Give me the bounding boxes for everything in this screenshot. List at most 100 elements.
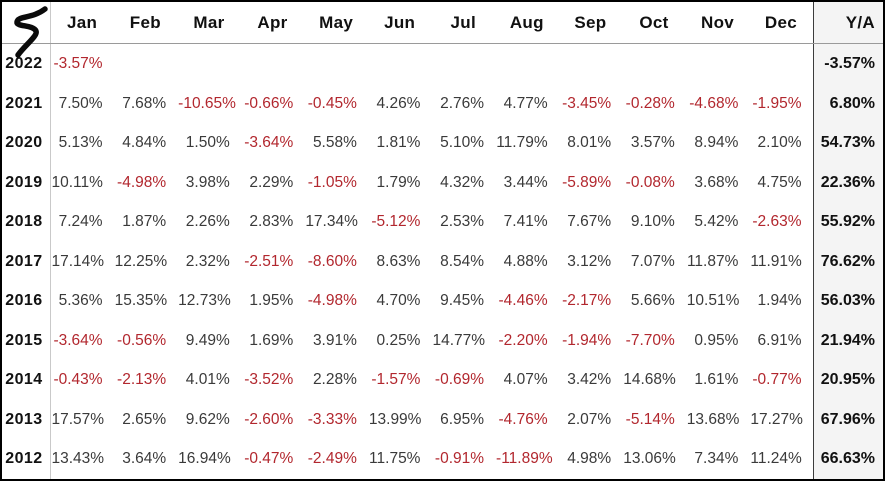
monthly-return-cell: 3.42% [567, 371, 612, 389]
monthly-return-cell: 8.94% [694, 134, 739, 152]
monthly-return-cell: 3.64% [122, 450, 167, 468]
monthly-return-cell [241, 44, 305, 84]
monthly-return-cell [431, 44, 495, 84]
monthly-return-cell: 13.06% [623, 450, 676, 468]
monthly-return-cell: -2.51% [244, 252, 294, 270]
yearly-return-cell: -3.57% [812, 43, 883, 84]
column-header-dec: Dec [749, 2, 813, 44]
column-header-apr: Apr [240, 2, 305, 44]
monthly-return-cell: -2.13% [117, 371, 167, 389]
monthly-return-cell: 17.27% [750, 410, 803, 428]
r-swoosh-logo-icon [14, 6, 48, 58]
table-row: 2015 -3.64% -0.56% 9.49% 1.69% 3.91% 0.25% 14.7… [2, 320, 883, 361]
row-header-year: 2012 [2, 439, 51, 479]
monthly-return-cell: -5.14% [625, 410, 675, 428]
monthly-return-cell: 1.69% [249, 331, 294, 349]
monthly-return-cell: 2.83% [249, 213, 294, 231]
yearly-return-cell: 76.62% [812, 241, 883, 282]
monthly-return-cell: 12.73% [178, 292, 231, 310]
yearly-return-cell: 66.63% [812, 439, 883, 479]
monthly-return-cell: 8.01% [567, 134, 612, 152]
table-row: 2013 17.57% 2.65% 9.62% -2.60% -3.33% 13.99% 6.… [2, 399, 883, 440]
monthly-return-cell: -3.45% [562, 94, 612, 112]
monthly-return-cell: 9.62% [185, 410, 230, 428]
monthly-return-cell: 9.45% [440, 292, 485, 310]
monthly-return-cell: 13.99% [368, 410, 422, 428]
column-header-mar: Mar [177, 2, 241, 44]
yearly-return-cell: 67.96% [812, 399, 883, 440]
monthly-return-cell: -3.52% [244, 371, 294, 389]
monthly-return-cell: 0.95% [694, 331, 739, 349]
monthly-return-cell [368, 44, 432, 84]
monthly-return-cell: -0.45% [307, 94, 357, 112]
monthly-return-cell: 2.76% [440, 94, 485, 112]
monthly-return-cell: 12.25% [114, 252, 168, 270]
monthly-return-cell: -4.98% [307, 292, 357, 310]
monthly-return-cell: 10.51% [686, 292, 740, 310]
monthly-return-cell: 4.84% [122, 134, 167, 152]
monthly-return-cell: 15.35% [114, 292, 168, 310]
monthly-return-cell: 2.29% [249, 173, 294, 191]
monthly-return-cell: 3.91% [312, 331, 357, 349]
table-row: 2016 5.36% 15.35% 12.73% 1.95% -4.98% 4.70% 9.4… [2, 281, 883, 321]
monthly-return-cell: 13.68% [686, 410, 740, 428]
monthly-return-cell: 3.57% [630, 134, 675, 152]
monthly-return-cell: -1.95% [752, 94, 802, 112]
monthly-return-cell: 1.95% [249, 292, 294, 310]
row-header-year: 2017 [2, 241, 51, 282]
monthly-return-cell: -4.98% [117, 173, 167, 191]
monthly-return-cell: 2.32% [185, 252, 230, 270]
monthly-return-cell: 2.65% [122, 410, 167, 428]
monthly-return-cell: 13.43% [51, 450, 105, 468]
monthly-return-cell: -0.56% [117, 331, 167, 349]
column-header-jul: Jul [431, 2, 496, 44]
monthly-return-cell [686, 44, 750, 84]
table-row: 2021 7.50% 7.68% -10.65% -0.66% -0.45% 4.26% 2.… [2, 83, 883, 124]
monthly-return-cell: 7.07% [630, 252, 675, 270]
monthly-return-cell: -0.28% [625, 94, 675, 112]
row-header-year: 2020 [2, 123, 51, 163]
monthly-return-cell: 5.42% [694, 213, 739, 231]
monthly-return-cell [304, 44, 368, 84]
monthly-return-cell: 8.54% [440, 252, 485, 270]
yearly-return-cell: 20.95% [812, 360, 883, 400]
monthly-return-cell: 1.61% [694, 371, 739, 389]
monthly-return-cell: 4.70% [376, 292, 421, 310]
monthly-return-cell [559, 44, 623, 84]
monthly-return-cell: -3.64% [53, 331, 103, 349]
column-header-aug: Aug [495, 2, 559, 44]
table-row: 2022 -3.57% -3.57% [2, 43, 883, 84]
monthly-return-cell: 11.91% [750, 252, 802, 270]
monthly-return-cell: 1.50% [185, 134, 230, 152]
monthly-return-cell: 8.63% [376, 252, 421, 270]
yearly-return-cell: 22.36% [812, 162, 883, 203]
monthly-return-cell: 5.13% [58, 134, 103, 152]
monthly-return-cell: -5.89% [562, 173, 612, 191]
monthly-return-cell [495, 44, 559, 84]
monthly-return-cell: 2.53% [440, 213, 485, 231]
monthly-return-cell: 4.26% [376, 94, 421, 112]
column-header-jun: Jun [367, 2, 432, 44]
monthly-return-cell: 9.49% [185, 331, 230, 349]
monthly-return-cell: 5.36% [58, 292, 103, 310]
monthly-return-cell: 6.95% [440, 410, 485, 428]
monthly-return-cell: 4.75% [757, 173, 802, 191]
monthly-return-cell: 6.91% [757, 331, 802, 349]
monthly-return-cell: 5.58% [312, 134, 357, 152]
monthly-return-cell: -3.64% [244, 134, 294, 152]
monthly-return-cell: 4.98% [567, 450, 612, 468]
column-header-sep: Sep [558, 2, 623, 44]
monthly-return-cell: 11.87% [686, 252, 739, 270]
monthly-return-cell: 17.34% [305, 213, 358, 231]
monthly-return-cell: -0.77% [752, 371, 802, 389]
column-header-nov: Nov [685, 2, 750, 44]
yearly-return-cell: 6.80% [812, 83, 883, 124]
row-header-year: 2021 [2, 83, 51, 124]
monthly-return-cell: -0.91% [434, 450, 485, 468]
monthly-return-cell: 17.14% [51, 252, 105, 270]
monthly-return-cell: 14.77% [432, 331, 486, 349]
monthly-return-cell: -0.47% [244, 450, 294, 468]
monthly-return-cell: -4.46% [498, 292, 548, 310]
